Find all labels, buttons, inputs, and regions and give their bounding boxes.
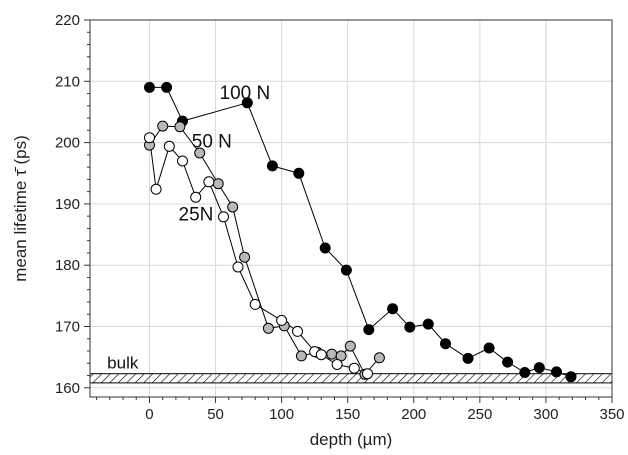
series-line	[149, 125, 380, 376]
data-point	[331, 359, 343, 370]
data-point	[373, 352, 385, 364]
data-point	[340, 264, 352, 276]
y-tick-label: 190	[55, 196, 80, 213]
data-point	[422, 318, 434, 330]
axes: 0 50 100 150 200 250 300 350 160 170 180 190 200 210 2…	[55, 12, 625, 423]
data-point	[483, 342, 495, 354]
data-point	[293, 167, 305, 179]
series-line	[149, 137, 368, 375]
y-tick-label: 210	[55, 73, 80, 90]
data-point	[232, 261, 244, 273]
x-tick-label: 200	[401, 406, 426, 423]
data-point	[519, 367, 531, 378]
data-point	[241, 97, 253, 109]
x-tick-label: 50	[207, 406, 224, 423]
y-tick-label: 180	[55, 257, 80, 274]
data-point	[218, 211, 229, 223]
y-tick-label: 220	[55, 12, 80, 29]
data-point	[190, 191, 202, 203]
data-point	[315, 349, 327, 361]
x-tick-label: 350	[599, 406, 624, 423]
bulk-label: bulk	[107, 354, 139, 373]
data-point	[266, 160, 278, 172]
data-point	[363, 324, 375, 336]
data-point	[203, 176, 215, 188]
data-point	[295, 350, 307, 362]
data-point	[144, 132, 155, 144]
series	[144, 81, 577, 383]
x-tick-label: 150	[335, 406, 360, 423]
data-point	[262, 322, 274, 334]
data-point	[292, 325, 303, 337]
x-tick-label: 250	[467, 406, 492, 423]
y-axis-title: mean lifetime τ̄ (ps)	[11, 135, 30, 282]
data-point	[319, 242, 331, 254]
data-point	[462, 352, 474, 364]
grid	[90, 19, 613, 397]
data-point	[194, 147, 206, 159]
x-axis-title: depth (µm)	[310, 430, 393, 449]
data-point	[239, 251, 251, 263]
data-point	[212, 178, 224, 190]
data-point	[565, 371, 577, 383]
annotation-100n: 100 N	[220, 83, 271, 104]
y-tick-label: 170	[55, 319, 80, 336]
data-point	[326, 348, 338, 360]
data-point	[440, 338, 451, 350]
data-point	[502, 356, 514, 368]
data-point	[227, 201, 239, 213]
data-point	[150, 183, 162, 195]
data-point	[157, 120, 169, 132]
y-tick-label: 160	[55, 380, 80, 397]
annotations: 100 N 50 N 25N bulk	[107, 83, 270, 373]
data-point	[161, 81, 173, 93]
data-point	[404, 321, 416, 333]
data-point	[551, 366, 562, 378]
annotation-50n: 50 N	[192, 132, 232, 153]
bulk-band	[89, 373, 613, 384]
x-tick-label: 300	[533, 406, 558, 423]
data-point	[344, 340, 356, 352]
data-point	[348, 362, 360, 374]
data-point	[362, 368, 373, 380]
data-point	[163, 140, 175, 152]
plot-frame	[89, 19, 613, 398]
x-tick-label: 100	[269, 406, 294, 423]
data-point	[249, 298, 261, 310]
data-point	[144, 81, 155, 93]
annotation-25n: 25N	[179, 204, 214, 225]
data-point	[387, 303, 399, 315]
data-point	[276, 314, 288, 326]
y-tick-label: 200	[55, 135, 80, 152]
data-point	[174, 121, 186, 133]
data-point	[177, 155, 188, 167]
x-tick-label: 0	[145, 406, 153, 423]
data-point	[533, 362, 545, 374]
